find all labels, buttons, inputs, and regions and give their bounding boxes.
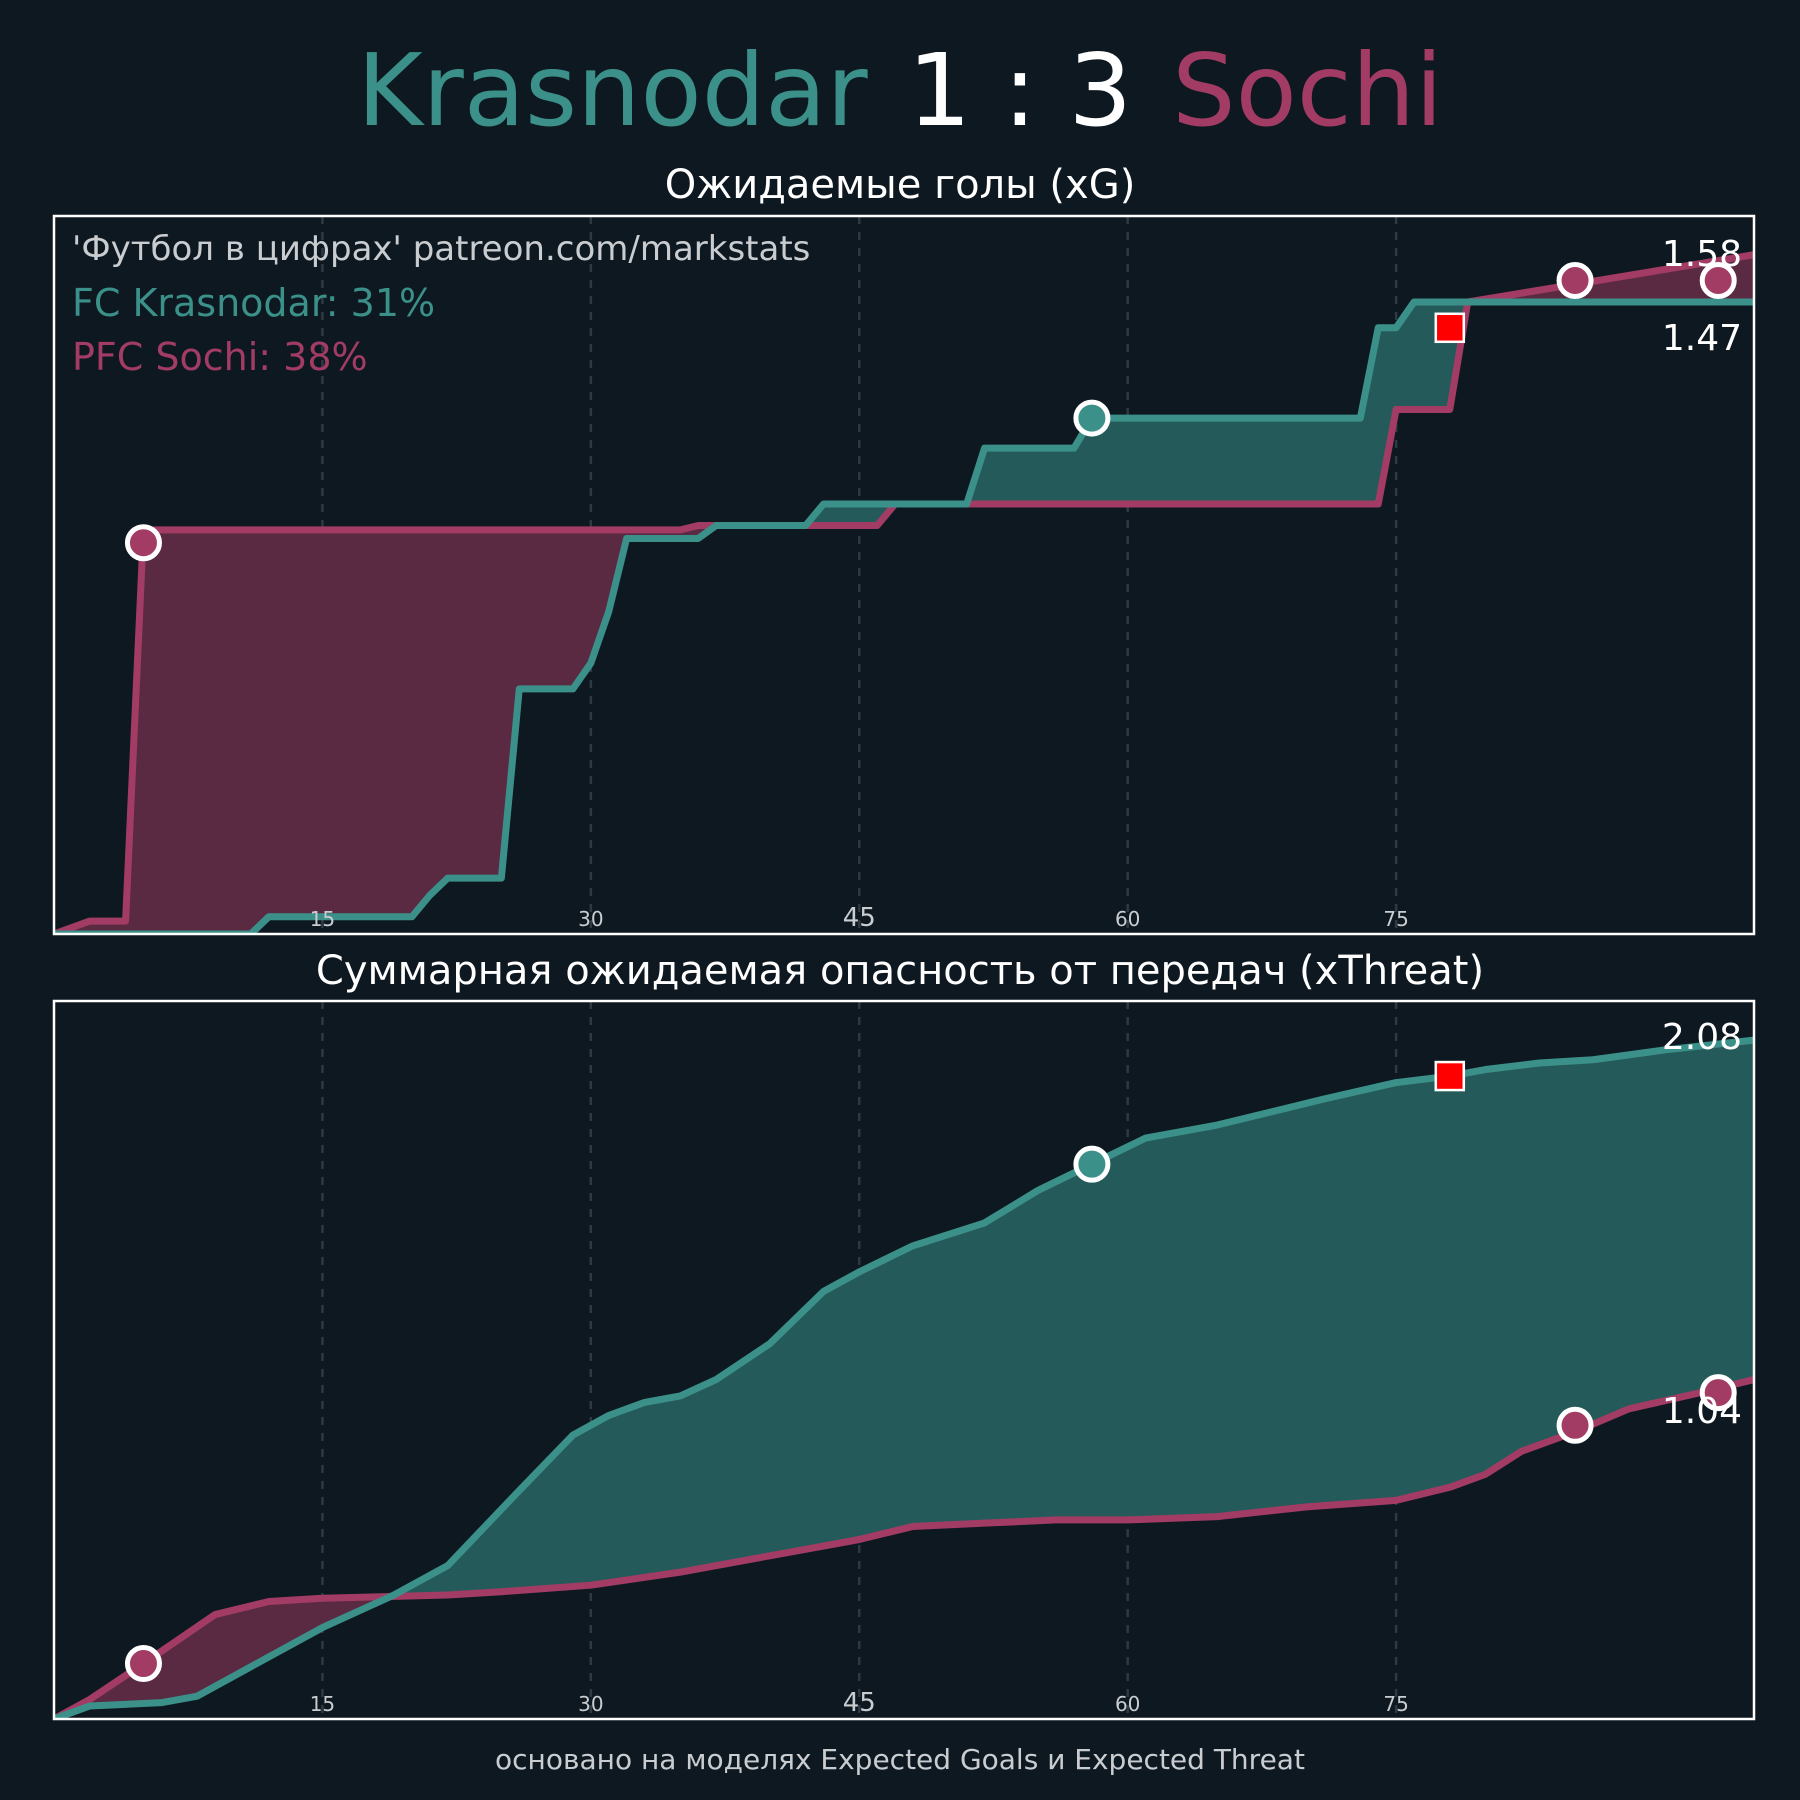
away-goal-marker — [1699, 261, 1737, 299]
match-score: 1 : 3 — [907, 31, 1133, 149]
xg-chart-title: Ожидаемые голы (xG) — [664, 162, 1136, 208]
home-goal-marker — [1073, 399, 1111, 437]
away-goal-marker — [1556, 261, 1594, 299]
home-advantage-area — [717, 301, 1468, 526]
home-goal-marker — [1073, 1145, 1111, 1183]
x-tick-label: 75 — [1383, 1692, 1408, 1716]
x-tick-label: 45 — [843, 903, 876, 933]
away-advantage-area — [56, 1596, 392, 1718]
away-series-line — [54, 1376, 1755, 1719]
away-goal-marker — [124, 524, 162, 562]
match-header: Krasnodar 1 : 3 Sochi — [0, 30, 1800, 150]
away-end-value-label: 1.04 — [1662, 1391, 1742, 1432]
plot-frame — [52, 214, 1756, 936]
home-series-line — [54, 298, 1754, 934]
x-tick-label: 15 — [310, 907, 335, 931]
watermark-text: 'Футбол в цифрах' patreon.com/markstats — [72, 229, 810, 269]
xthreat-chart: 15 30 45 60 75 2.08 1.04 — [52, 999, 1756, 1721]
x-tick-label: 30 — [578, 907, 603, 931]
away-team-name: Sochi — [1172, 31, 1443, 149]
fill-area — [54, 1040, 1755, 1719]
footer-note: основано на моделях Expected Goals и Exp… — [495, 1743, 1305, 1776]
home-advantage-area — [391, 1040, 1755, 1597]
xthreat-chart-title: Суммарная ожидаемая опасность от передач… — [315, 948, 1485, 994]
home-legend-label: FC Krasnodar: 31% — [72, 281, 435, 325]
xg-chart: 15 30 45 60 75 1.58 1.47 'Футбол в цифрах' patr… — [52, 214, 1756, 936]
x-tick-label: 15 — [310, 1692, 335, 1716]
x-tick-label: 45 — [843, 1688, 876, 1718]
x-tick-label: 30 — [578, 1692, 603, 1716]
away-goal-marker — [1699, 1374, 1737, 1412]
red-card-marker — [1434, 1060, 1466, 1092]
away-advantage-area — [56, 525, 718, 934]
x-tick-label: 60 — [1115, 907, 1140, 931]
away-series-line — [54, 251, 1755, 934]
away-end-value-label: 1.58 — [1662, 234, 1742, 275]
plot-frame — [52, 999, 1756, 1721]
x-tick-label: 60 — [1115, 1692, 1140, 1716]
home-team-name: Krasnodar — [357, 31, 868, 149]
away-legend-label: PFC Sochi: 38% — [72, 335, 368, 379]
home-end-value-label: 2.08 — [1662, 1017, 1742, 1058]
x-tick-label: 75 — [1383, 907, 1408, 931]
red-card-marker — [1434, 312, 1466, 344]
home-end-value-label: 1.47 — [1662, 318, 1742, 359]
away-goal-marker — [1556, 1406, 1594, 1444]
away-goal-marker — [124, 1645, 162, 1683]
